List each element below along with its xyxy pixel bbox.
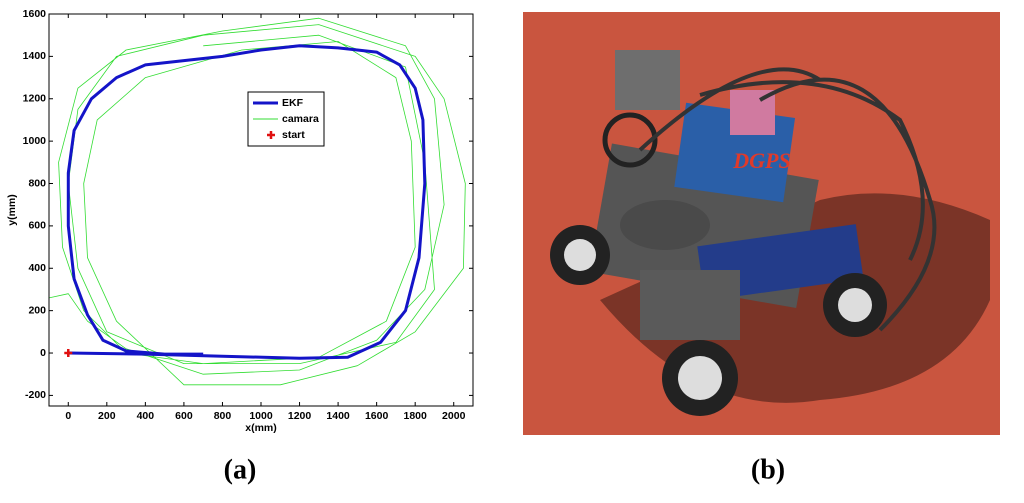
y-tick-label: 1200	[23, 93, 47, 105]
robot-photo: DGPS	[523, 12, 1000, 435]
x-tick-label: 2000	[442, 410, 466, 422]
photo-label: DGPS	[732, 148, 790, 173]
y-tick-label: 1000	[23, 135, 47, 147]
panel-label: (a)	[224, 454, 257, 485]
x-tick-label: 1600	[365, 410, 389, 422]
y-tick-label: 1400	[23, 50, 47, 62]
y-tick-label: 600	[28, 220, 46, 232]
panel-label: (b)	[751, 454, 785, 485]
start-marker	[64, 349, 73, 358]
y-tick-label: 800	[28, 177, 46, 189]
series-line	[66, 44, 427, 360]
x-axis-label: x(mm)	[245, 422, 277, 434]
x-tick-label: 1200	[288, 410, 312, 422]
y-tick-label: -200	[25, 389, 46, 401]
y-tick-label: 200	[28, 304, 46, 316]
y-tick-label: 1600	[23, 8, 47, 20]
x-tick-label: 200	[98, 410, 116, 422]
x-tick-label: 400	[137, 410, 155, 422]
x-tick-label: 800	[214, 410, 232, 422]
legend-label: camara	[282, 113, 319, 125]
legend-label: start	[282, 129, 305, 141]
x-tick-label: 1800	[404, 410, 428, 422]
x-tick-label: 0	[65, 410, 71, 422]
legend-label: EKF	[282, 97, 304, 109]
legend-swatch	[267, 131, 275, 139]
x-tick-label: 1400	[326, 410, 350, 422]
x-tick-label: 1000	[249, 410, 273, 422]
plot-area	[49, 17, 466, 386]
x-tick-label: 600	[175, 410, 193, 422]
y-axis-label: y(mm)	[6, 194, 18, 226]
y-tick-label: 0	[40, 347, 46, 359]
series-line	[49, 17, 466, 386]
y-tick-label: 400	[28, 262, 46, 274]
